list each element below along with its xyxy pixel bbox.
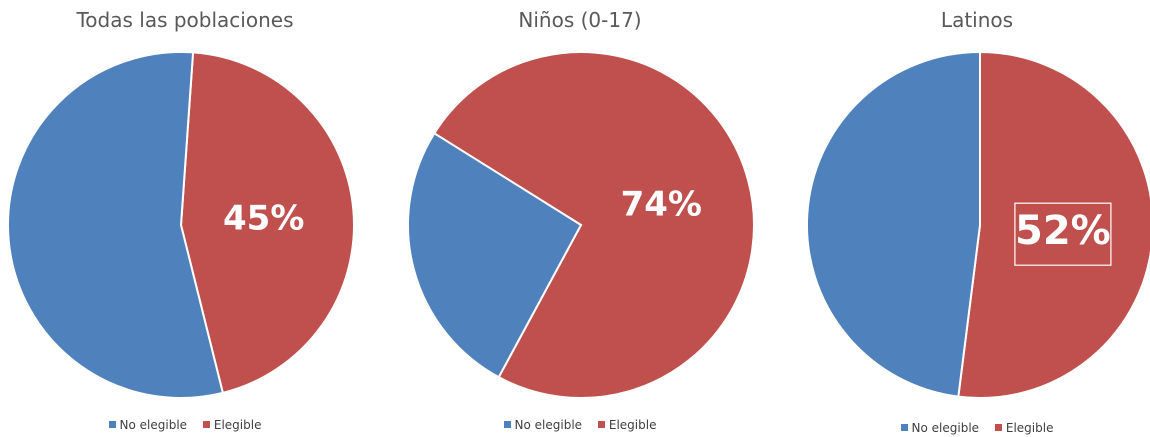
legend: No elegible Elegible [792, 421, 1150, 435]
legend-item-no-elegible: No elegible [503, 418, 583, 432]
legend-swatch-blue [108, 421, 116, 428]
legend-swatch-blue [503, 421, 511, 428]
pie-chart-todas: Todas las poblaciones 45% No elegible El… [0, 0, 370, 437]
legend-swatch-red [597, 421, 605, 428]
legend-swatch-red [202, 421, 210, 428]
legend-label: No elegible [514, 418, 583, 432]
chart-title: Niños (0-17) [518, 8, 642, 32]
legend-item-elegible: Elegible [202, 418, 262, 432]
data-label-elegible: 52% [1015, 208, 1111, 254]
pie-chart-ninos: Niños (0-17) 74% No elegible Elegible [395, 0, 765, 437]
pie-slice-no-elegible [407, 131, 583, 379]
legend-item-elegible: Elegible [994, 421, 1054, 435]
legend: No elegible Elegible [395, 418, 765, 432]
legend-label: Elegible [608, 418, 657, 432]
chart-title: Todas las poblaciones [76, 8, 294, 32]
data-label-elegible: 74% [621, 185, 702, 225]
pie-slice-elegible [432, 51, 755, 399]
legend-swatch-blue [900, 424, 908, 431]
legend: No elegible Elegible [0, 418, 370, 432]
pie-slice-elegible [179, 51, 355, 395]
legend-swatch-red [994, 424, 1002, 431]
pie-slice-no-elegible [7, 51, 225, 399]
legend-item-no-elegible: No elegible [900, 421, 980, 435]
legend-label: No elegible [911, 421, 980, 435]
pie-chart-latinos: Latinos 52% No elegible Elegible [792, 0, 1150, 437]
legend-label: No elegible [119, 418, 188, 432]
pie-slice-elegible [957, 50, 1150, 399]
pie-svg: 74% [407, 51, 755, 399]
legend-item-no-elegible: No elegible [108, 418, 188, 432]
pie-slice-no-elegible [805, 50, 981, 398]
legend-item-elegible: Elegible [597, 418, 657, 432]
pie-svg: 45% [7, 51, 355, 399]
legend-label: Elegible [213, 418, 262, 432]
pie-svg: 52% [805, 50, 1150, 399]
legend-label: Elegible [1005, 421, 1054, 435]
data-label-elegible: 45% [223, 199, 304, 239]
data-label-frame [1014, 202, 1112, 266]
chart-title: Latinos [940, 8, 1014, 32]
